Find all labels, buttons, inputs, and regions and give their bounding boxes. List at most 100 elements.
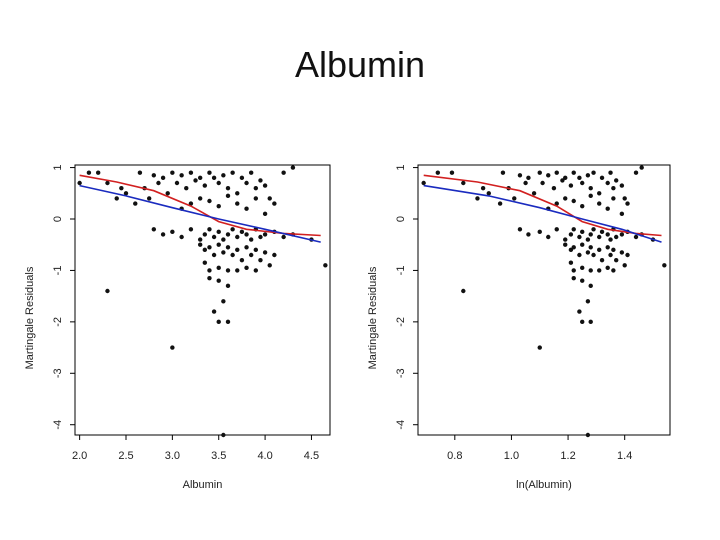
data-point xyxy=(216,242,221,247)
data-point xyxy=(216,265,221,271)
data-point xyxy=(461,180,466,186)
data-point xyxy=(244,265,249,271)
data-point xyxy=(526,232,531,237)
data-point xyxy=(611,247,616,253)
data-point xyxy=(588,245,593,250)
x-axis-label: ln(Albumin) xyxy=(516,479,572,491)
data-point xyxy=(588,319,593,325)
data-point xyxy=(611,268,616,273)
data-point xyxy=(619,232,625,237)
data-point xyxy=(216,278,221,283)
data-point xyxy=(235,268,240,273)
data-point xyxy=(239,175,245,181)
data-point xyxy=(225,283,231,289)
x-tick-label: 3.5 xyxy=(211,450,226,462)
data-point xyxy=(225,319,231,325)
data-point xyxy=(605,245,610,250)
data-point xyxy=(537,345,542,350)
data-point xyxy=(197,242,203,247)
data-point xyxy=(599,257,605,263)
data-point xyxy=(486,191,491,196)
data-point xyxy=(170,229,175,235)
data-point xyxy=(221,299,226,304)
data-point xyxy=(262,250,268,255)
data-point xyxy=(585,299,591,304)
data-point xyxy=(151,173,157,178)
data-point xyxy=(235,191,240,196)
data-point xyxy=(540,180,545,186)
data-point xyxy=(197,175,203,181)
data-point xyxy=(608,170,613,175)
data-point xyxy=(95,170,101,175)
data-point xyxy=(170,345,175,350)
data-point xyxy=(580,278,585,283)
data-point xyxy=(639,165,644,170)
data-point xyxy=(86,170,92,175)
x-tick-label: 4.0 xyxy=(257,450,272,462)
data-point xyxy=(625,252,630,258)
data-point xyxy=(571,170,576,175)
data-point xyxy=(597,191,602,196)
data-point xyxy=(262,232,268,237)
data-point xyxy=(662,263,667,268)
data-point xyxy=(133,201,138,206)
data-point xyxy=(179,234,184,240)
data-point xyxy=(560,178,565,183)
data-point xyxy=(230,170,235,175)
data-point xyxy=(225,193,231,199)
x-tick-label: 4.5 xyxy=(304,450,319,462)
x-tick-label: 2.5 xyxy=(118,450,133,462)
data-point xyxy=(123,191,129,196)
data-point xyxy=(160,232,166,237)
plot-frame xyxy=(417,164,671,436)
data-point xyxy=(622,263,627,268)
data-point xyxy=(114,196,119,201)
data-point xyxy=(174,180,180,186)
data-point xyxy=(588,268,593,273)
x-tick-label: 0.8 xyxy=(447,450,462,462)
data-point xyxy=(244,245,249,250)
data-point xyxy=(202,232,208,237)
smooth-line-blue xyxy=(79,184,321,243)
data-point xyxy=(461,288,466,294)
data-point xyxy=(563,196,568,201)
data-point xyxy=(253,247,259,253)
data-point xyxy=(599,175,605,181)
data-point xyxy=(235,201,240,206)
data-point xyxy=(554,170,559,175)
data-point xyxy=(225,185,231,191)
data-point xyxy=(585,173,591,178)
data-point xyxy=(497,201,503,206)
data-point xyxy=(580,242,585,247)
data-point xyxy=(244,180,249,186)
y-tick-label: -3 xyxy=(52,368,64,378)
data-point xyxy=(599,229,605,235)
data-point xyxy=(230,227,235,232)
x-tick-label: 2.0 xyxy=(72,450,87,462)
data-point xyxy=(188,227,194,232)
data-point xyxy=(225,232,231,237)
data-point xyxy=(517,173,523,178)
data-point xyxy=(221,237,226,242)
y-tick-label: 1 xyxy=(395,165,407,171)
data-point xyxy=(119,185,124,191)
data-point xyxy=(137,170,143,175)
data-point xyxy=(597,247,602,253)
data-point xyxy=(421,180,426,186)
data-point xyxy=(216,319,221,325)
data-point xyxy=(281,170,286,175)
data-point xyxy=(625,201,630,206)
data-point xyxy=(221,250,226,255)
data-point xyxy=(197,196,203,201)
data-point xyxy=(633,170,639,175)
data-point xyxy=(193,178,198,183)
y-tick-label: 0 xyxy=(395,216,407,222)
data-point xyxy=(216,229,221,235)
data-point xyxy=(253,268,259,273)
data-point xyxy=(207,198,212,204)
data-point xyxy=(571,227,576,232)
data-point xyxy=(207,245,212,250)
data-point xyxy=(571,275,576,281)
data-point xyxy=(591,170,596,175)
data-point xyxy=(577,252,582,258)
